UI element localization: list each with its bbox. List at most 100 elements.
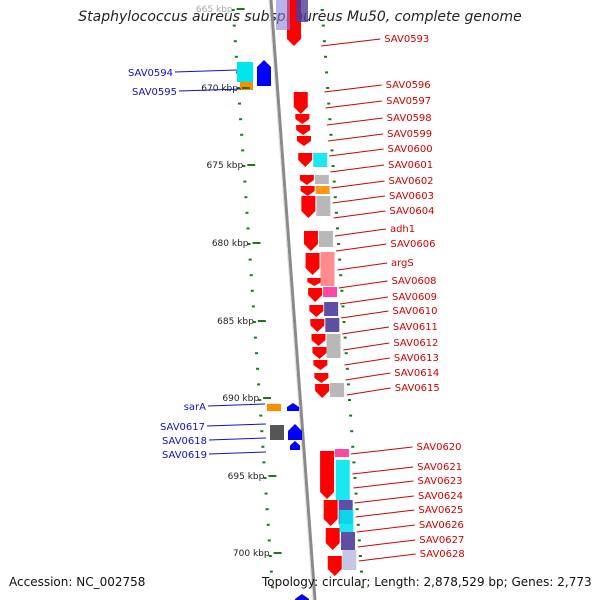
plus-gene-arrow [327, 556, 342, 576]
label-connector [356, 524, 415, 533]
scale-label: 665 kbp [196, 5, 233, 15]
label-connector [334, 228, 387, 237]
minus-gene-label: SAV0619 [162, 450, 207, 461]
label-connector [178, 88, 242, 92]
plus-gene-label: SAV0593 [384, 34, 429, 45]
label-connector [333, 210, 386, 219]
purple-feature [276, 0, 290, 30]
plus-gene-label: SAV0600 [388, 144, 433, 155]
plus-gene-arrow [296, 136, 311, 146]
annotation-feature [335, 460, 350, 500]
scale-label: 675 kbp [207, 161, 244, 171]
annotation-feature [313, 153, 328, 167]
annotation-feature [341, 532, 356, 550]
annotation-feature [326, 334, 341, 358]
minus-gene-label: sarA [184, 402, 206, 413]
scale-label: 670 kbp [201, 84, 238, 94]
annotation-feature [318, 231, 333, 247]
label-connector [339, 296, 389, 305]
label-connector [340, 310, 389, 319]
minus-gene-arrow [257, 60, 271, 86]
minus-gene-arrow [287, 403, 299, 411]
annotation-feature [342, 550, 357, 570]
plus-gene-arrow [312, 347, 327, 359]
plus-gene-arrow [301, 196, 316, 218]
annotation-feature [315, 186, 330, 194]
plus-gene-label: SAV0627 [419, 535, 464, 546]
label-connector [336, 243, 387, 252]
plus-gene-arrow [310, 319, 325, 332]
plus-gene-label: SAV0602 [389, 176, 434, 187]
plus-gene-arrow [311, 334, 326, 346]
plus-gene-arrow [300, 186, 315, 196]
plus-gene-arrow [303, 231, 318, 251]
minus-gene-label: SAV0617 [160, 422, 205, 433]
plus-gene-arrow [308, 288, 323, 302]
label-connector [326, 117, 383, 126]
scale-ticks [231, 9, 365, 589]
minus-gene-label: SAV0595 [132, 87, 177, 98]
plus-gene-label: SAV0609 [392, 292, 437, 303]
plus-gene-label: SAV0624 [418, 491, 463, 502]
label-connector [321, 38, 381, 47]
label-connector [207, 403, 266, 407]
plus-gene-label: SAV0598 [387, 113, 432, 124]
plus-gene-label: SAV0606 [390, 239, 435, 250]
plus-gene-arrow [314, 373, 329, 383]
genome-summary-text: Topology: circular; Length: 2,878,529 bp… [262, 575, 592, 589]
label-connector [358, 553, 416, 562]
plus-gene-label: SAV0604 [389, 206, 434, 217]
annotation-feature [325, 318, 340, 332]
plus-gene-arrow [299, 175, 314, 185]
plus-gene-label: SAV0599 [387, 129, 432, 140]
plus-gene-label: SAV0597 [386, 96, 431, 107]
grey-feature [270, 425, 284, 440]
plus-gene-arrow [325, 528, 340, 550]
label-connector [331, 180, 385, 189]
backbone-shadow [268, 0, 314, 600]
plus-gene-label: argS [391, 258, 414, 269]
annotation-feature [339, 510, 354, 532]
label-connector [325, 100, 383, 109]
plus-gene-label: SAV0625 [418, 505, 463, 516]
accession-text: Accession: NC_002758 [9, 575, 146, 589]
label-connector [350, 446, 413, 455]
backbone-line [269, 0, 317, 600]
plus-gene-label: SAV0612 [393, 338, 438, 349]
scale-labels: 665 kbp 670 kbp 675 kbp 680 kbp 685 kbp 690 k… [196, 5, 282, 559]
genome-backbone [268, 0, 317, 600]
plus-gene-label: SAV0614 [394, 368, 439, 379]
plus-gene-arrow [307, 278, 322, 286]
plus-gene-label: SAV0611 [393, 322, 438, 333]
plus-gene-arrow [309, 305, 324, 317]
label-connector [355, 509, 415, 518]
scale-label: 685 kbp [217, 317, 254, 327]
label-connector [343, 342, 390, 351]
label-connector [332, 195, 386, 204]
label-connector [206, 423, 267, 427]
label-connector [337, 262, 388, 271]
scale-label: 690 kbp [222, 394, 259, 404]
plus-gene-label: SAV0626 [419, 520, 464, 531]
plus-gene-arrow [293, 92, 308, 114]
annotation-feature [324, 302, 339, 316]
purple-feature [296, 0, 308, 22]
plus-gene-label: adh1 [390, 224, 415, 235]
plus-gene-arrow [320, 451, 335, 499]
label-connector [352, 466, 414, 475]
annotation-feature [323, 287, 338, 297]
minus-gene-arrow [290, 441, 300, 450]
label-connector [344, 357, 390, 366]
plus-gene-arrow [295, 114, 310, 124]
plus-gene-label: SAV0608 [392, 276, 437, 287]
gene-features [237, 0, 357, 600]
label-connector [324, 84, 382, 93]
label-connector [342, 326, 389, 335]
plus-gene-label: SAV0601 [388, 160, 433, 171]
plus-gene-arrow [305, 253, 320, 275]
label-connector [354, 495, 415, 504]
scale-label: 700 kbp [233, 549, 270, 559]
label-connector [330, 164, 385, 173]
orange-feature [267, 404, 281, 411]
